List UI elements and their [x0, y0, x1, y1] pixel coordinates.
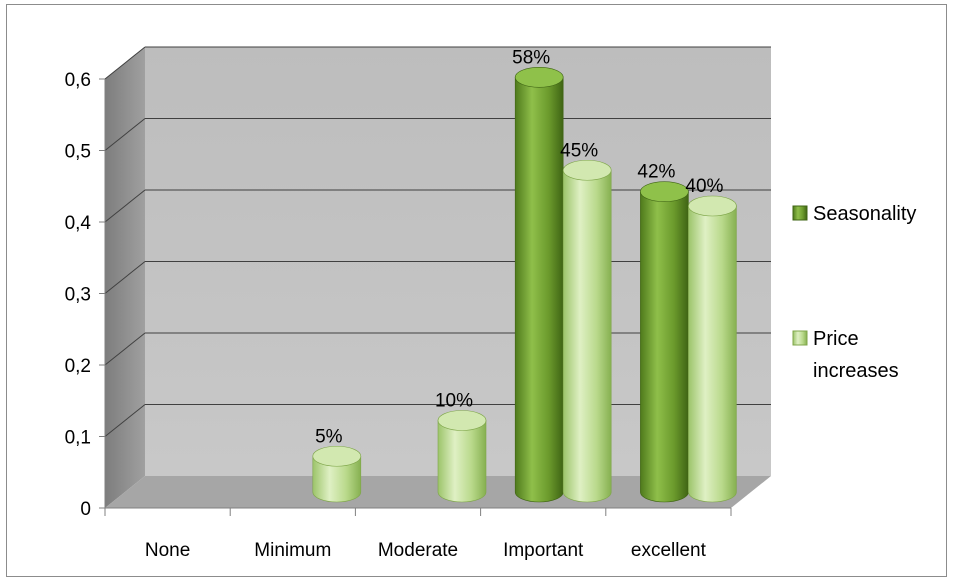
data-label: 58% [512, 47, 550, 68]
labels: 5% 10% 58% 45% 42% 40% [315, 47, 723, 447]
gridline-side [104, 332, 146, 366]
legend-swatch [792, 205, 808, 221]
data-label: 10% [435, 391, 473, 412]
bar-price-increases-important [562, 169, 612, 503]
bar-seasonality-important [514, 77, 564, 503]
gridline-side [104, 404, 146, 437]
bars [312, 67, 737, 503]
bar-cap [437, 410, 487, 431]
legend: Seasonality Price increases [792, 203, 916, 382]
bar-price-increases-moderate [437, 420, 487, 503]
y-tick-label: 0,3 [65, 285, 91, 306]
gridline-side [104, 261, 146, 294]
data-label: 45% [560, 140, 598, 161]
y-tick-label: 0,6 [65, 70, 91, 91]
x-category-label: None [145, 540, 190, 561]
bar-price-increases-minimum [312, 455, 362, 503]
y-tick-label: 0 [80, 499, 91, 520]
x-category-label: Important [503, 540, 584, 561]
bar-cap [640, 181, 689, 202]
legend-label: Seasonality [813, 203, 916, 225]
bar-cap [562, 159, 612, 181]
x-category-label: Minimum [254, 540, 331, 561]
bar-cap [688, 195, 737, 217]
y-tick-label: 0,2 [65, 356, 91, 377]
legend-swatch [792, 330, 808, 346]
axes: 0 0,1 0,2 0,3 0,4 0,5 0,6 None Minimum Moderate Im… [65, 70, 732, 561]
y-tick-label: 0,5 [65, 142, 91, 163]
x-category-label: Moderate [378, 540, 458, 561]
legend-label: increases [813, 360, 899, 382]
bar-seasonality-excellent [640, 191, 689, 503]
bar-cap [312, 445, 362, 467]
gridline-side [104, 46, 146, 80]
x-category-label: excellent [631, 540, 707, 561]
bar-price-increases-excellent [688, 205, 737, 503]
data-label: 40% [685, 176, 723, 197]
y-tick-label: 0,4 [65, 213, 92, 234]
data-label: 5% [315, 426, 343, 447]
gridline-side [104, 118, 146, 151]
data-label: 42% [637, 162, 675, 183]
y-tick-label: 0,1 [65, 428, 91, 449]
bar-cap [514, 67, 564, 88]
gridline-side [104, 189, 146, 223]
legend-label: Price [813, 328, 859, 350]
